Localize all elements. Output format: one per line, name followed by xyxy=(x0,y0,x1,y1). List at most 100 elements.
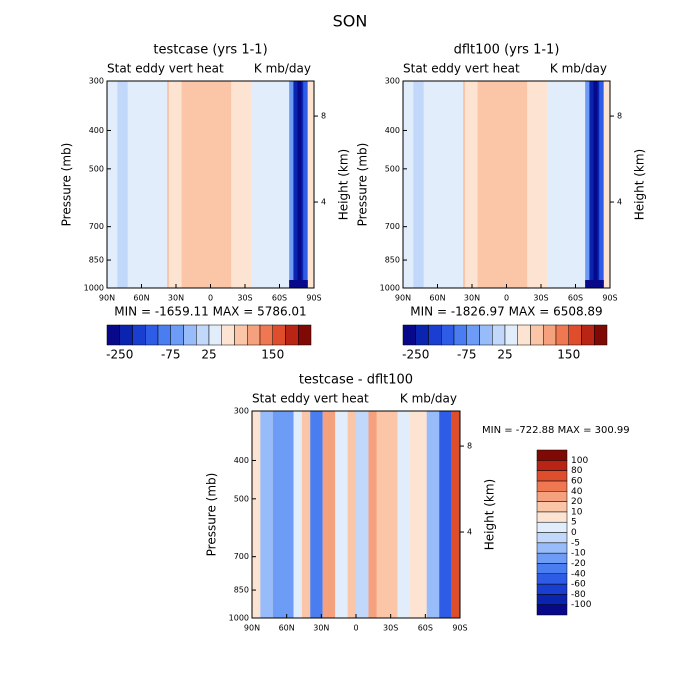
contour-fill xyxy=(451,411,460,618)
colorbar-box xyxy=(466,324,480,346)
colorbar-label: -75 xyxy=(457,348,477,362)
y-tick-label: 500 xyxy=(385,164,400,173)
colorbar-box xyxy=(536,491,568,502)
x-tick-label: 90N xyxy=(99,294,115,303)
contour-fill xyxy=(410,411,427,618)
colorbar-box xyxy=(517,324,531,346)
colorbar-box xyxy=(196,324,210,346)
contour-fill xyxy=(477,81,528,288)
colorbar-box xyxy=(536,521,568,533)
colorbar-box xyxy=(234,324,248,346)
colorbar-box xyxy=(536,480,568,492)
contour-fill xyxy=(251,81,290,288)
figure-title: SON xyxy=(333,12,368,31)
contour-fill xyxy=(439,411,452,618)
panel-title: testcase - dflt100 xyxy=(299,373,413,388)
contour-fill xyxy=(307,81,314,288)
colorbar-box xyxy=(536,449,568,461)
subtitle-right: K mb/day xyxy=(550,62,607,76)
x-tick-label: 0 xyxy=(208,294,213,303)
x-tick-label: 30N xyxy=(168,294,184,303)
y2-tick-label: 8 xyxy=(321,112,326,121)
colorbar-box xyxy=(170,324,184,346)
colorbar-label: 150 xyxy=(261,348,284,362)
colorbar-label: -250 xyxy=(106,348,133,362)
y2-tick-label: 4 xyxy=(467,528,472,537)
y-tick-label: 500 xyxy=(234,494,249,503)
subtitle-left: Stat eddy vert heat xyxy=(107,62,224,76)
y2-tick-label: 8 xyxy=(617,112,622,121)
colorbar-box xyxy=(441,324,455,346)
colorbar-box xyxy=(536,563,568,574)
y2-tick-label: 4 xyxy=(321,198,326,207)
colorbar-box xyxy=(479,324,493,346)
y-tick-label: 1000 xyxy=(84,284,104,293)
colorbar-label: 100 xyxy=(571,456,588,466)
colorbar-label: -60 xyxy=(571,580,586,590)
subtitle-left: Stat eddy vert heat xyxy=(403,62,520,76)
x-tick-label: 60S xyxy=(272,294,287,303)
contour-fill xyxy=(310,411,323,618)
panel-title: dflt100 (yrs 1-1) xyxy=(454,43,560,58)
y2-axis-label: Height (km) xyxy=(483,479,497,550)
colorbar-box xyxy=(157,324,171,346)
colorbar-label: -5 xyxy=(571,538,580,548)
x-tick-label: 90S xyxy=(306,294,321,303)
colorbar-box xyxy=(119,324,133,346)
colorbar-box xyxy=(530,324,544,346)
y-tick-label: 1000 xyxy=(380,284,400,293)
contour-fill xyxy=(585,280,604,288)
subtitle-right: K mb/day xyxy=(254,62,311,76)
contour-fill xyxy=(181,81,232,288)
colorbar-box xyxy=(132,324,146,346)
colorbar-box xyxy=(183,324,197,346)
x-tick-label: 90N xyxy=(395,294,411,303)
y2-tick-label: 8 xyxy=(467,442,472,451)
y-tick-label: 850 xyxy=(385,256,400,265)
contour-fill xyxy=(303,81,308,288)
x-tick-label: 60N xyxy=(279,624,295,633)
contour-fill xyxy=(301,411,311,618)
colorbar-box xyxy=(536,501,568,513)
y-axis-label: Pressure (mb) xyxy=(205,473,219,557)
y-tick-label: 700 xyxy=(89,222,104,231)
colorbar-box xyxy=(536,511,568,523)
colorbar-box xyxy=(285,324,299,346)
x-tick-label: 60N xyxy=(429,294,445,303)
y2-tick-label: 4 xyxy=(617,198,622,207)
colorbar-label: 5 xyxy=(571,518,577,528)
panel-title: testcase (yrs 1-1) xyxy=(153,43,267,58)
colorbar-box xyxy=(453,324,467,346)
y-tick-label: 300 xyxy=(89,77,104,86)
colorbar-box xyxy=(568,324,582,346)
x-tick-label: 60S xyxy=(568,294,583,303)
contour-fill xyxy=(593,81,598,288)
colorbar-label: 40 xyxy=(571,487,583,497)
y-tick-label: 300 xyxy=(234,407,249,416)
colorbar-box xyxy=(492,324,506,346)
panel: testcase - dflt100 Stat eddy vert heat K m… xyxy=(205,373,630,633)
colorbar-box xyxy=(536,552,568,564)
contour-fill xyxy=(297,81,302,288)
contour-fill xyxy=(426,411,440,618)
y-tick-label: 400 xyxy=(89,126,104,135)
colorbar-label: 25 xyxy=(497,348,512,362)
colorbar-label: 0 xyxy=(571,528,577,538)
x-tick-label: 0 xyxy=(353,624,358,633)
contour-fill xyxy=(368,411,377,618)
stats: MIN = -722.88 MAX = 300.99 xyxy=(482,425,630,436)
y-tick-label: 400 xyxy=(234,456,249,465)
colorbar-box xyxy=(536,573,568,585)
contour-fill xyxy=(322,411,336,618)
contour-fill xyxy=(599,81,604,288)
colorbar-label: -250 xyxy=(402,348,429,362)
colorbar-box xyxy=(259,324,273,346)
x-tick-label: 0 xyxy=(504,294,509,303)
contour-fill xyxy=(347,411,356,618)
colorbar-box xyxy=(536,542,568,554)
colorbar-box xyxy=(536,583,568,595)
panel: dflt100 (yrs 1-1) Stat eddy vert heat K mb… xyxy=(356,43,647,362)
colorbar-label: 10 xyxy=(571,507,583,517)
contour-fill xyxy=(403,81,466,288)
subtitle-right: K mb/day xyxy=(400,392,457,406)
